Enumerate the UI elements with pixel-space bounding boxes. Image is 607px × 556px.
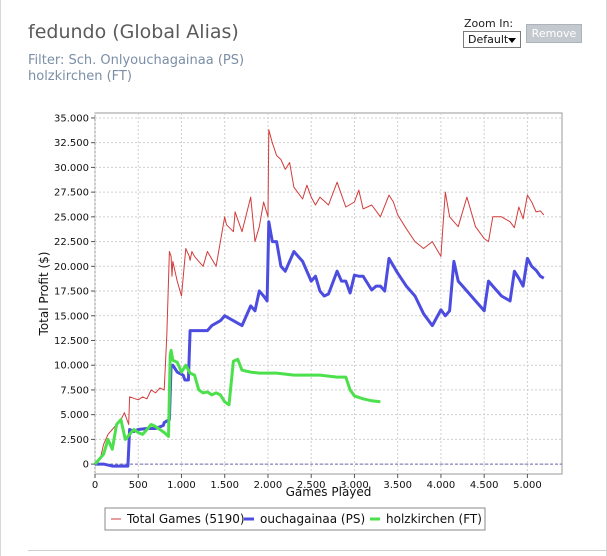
remove-button[interactable]: Remove [526, 24, 582, 43]
series-line [94, 129, 545, 465]
x-tick-label: 4.500 [470, 480, 499, 491]
divider [28, 550, 607, 551]
filter-line-1: Filter: Sch. Onlyouchagainaa (PS) [28, 53, 245, 68]
x-tick-label: 5.000 [513, 480, 542, 491]
zoom-selected-value: Default [468, 33, 509, 46]
y-tick-label: 2.500 [60, 435, 89, 446]
y-tick-label: 22.500 [54, 237, 89, 248]
filter-line-2: holzkirchen (FT) [28, 69, 132, 84]
x-tick-label: 4.000 [427, 480, 456, 491]
x-tick-label: 1.000 [167, 480, 196, 491]
axes: 0 2.500 5.000 7.500 10.000 12.500 15.000 17.500… [54, 113, 542, 491]
y-tick-label: 7.500 [60, 385, 89, 396]
x-tick-label: 500 [129, 480, 148, 491]
x-axis-label: Games Played [286, 485, 372, 499]
y-tick-label: 5.000 [60, 410, 89, 421]
filter-description: Filter: Sch. Onlyouchagainaa (PS) holzki… [28, 53, 244, 85]
chevron-down-icon [508, 38, 516, 43]
y-tick-label: 35.000 [54, 113, 89, 124]
x-tick-label: 2.500 [297, 480, 326, 491]
y-axis-label: Total Profit ($) [37, 252, 51, 337]
zoom-select[interactable]: Default [463, 31, 521, 48]
y-tick-label: 25.000 [54, 212, 89, 223]
y-tick-label: 32.500 [54, 138, 89, 149]
x-tick-label: 3.500 [383, 480, 412, 491]
y-tick-label: 15.000 [54, 311, 89, 322]
y-tick-label: 20.000 [54, 262, 89, 273]
legend-label: Total Games (5190) [126, 512, 245, 526]
legend-label: ouchagainaa (PS) [260, 512, 365, 526]
y-tick-label: 17.500 [54, 287, 89, 298]
x-tick-label: 2.000 [254, 480, 283, 491]
y-tick-label: 12.500 [54, 336, 89, 347]
legend-label: holzkirchen (FT) [386, 512, 482, 526]
series-line [95, 220, 545, 468]
series-line [93, 348, 381, 466]
legend: Total Games (5190) ouchagainaa (PS) holzki… [104, 507, 486, 531]
y-tick-label: 27.500 [54, 188, 89, 199]
x-tick-label: 3.000 [340, 480, 369, 491]
legend-box [104, 507, 486, 531]
zoom-label: Zoom In: [464, 17, 514, 30]
page-title: fedundo (Global Alias) [28, 21, 239, 43]
x-tick-label: 1.500 [210, 480, 239, 491]
y-tick-label: 10.000 [54, 361, 89, 372]
x-tick-label: 0 [92, 480, 98, 491]
y-tick-label: 30.000 [54, 163, 89, 174]
y-tick-label: 0 [83, 460, 89, 471]
series-lines [93, 129, 545, 468]
